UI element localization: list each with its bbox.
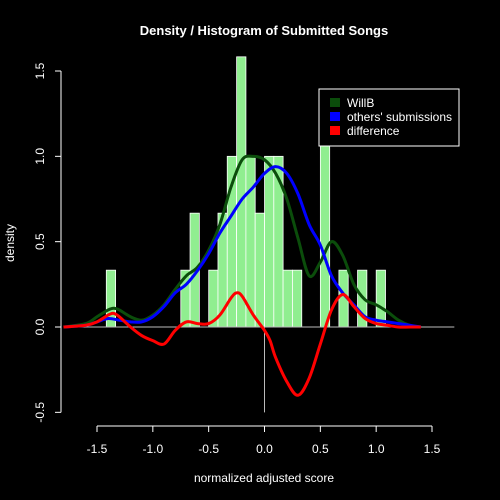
chart-title: Density / Histogram of Submitted Songs (140, 23, 388, 38)
histogram-bar-13 (319, 141, 331, 328)
x-axis: -1.5 -1.0 -0.5 0.0 0.5 1.0 1.5 (87, 425, 441, 456)
legend-swatch-1 (330, 112, 340, 121)
legend-box (318, 88, 460, 147)
histogram-bar-12 (292, 269, 303, 328)
legend-label-0: WillB (347, 96, 374, 110)
y-tick-label-4: 1.5 (33, 62, 47, 79)
histogram-bar-7 (245, 155, 256, 328)
difference-density-line (63, 291, 421, 397)
density-series (63, 154, 422, 397)
x-tick-label-6: 1.5 (424, 442, 441, 456)
willb-density-line (63, 154, 422, 329)
legend-label-2: difference (347, 124, 400, 138)
x-axis-label: normalized adjusted score (194, 471, 334, 485)
legend-item-others: others' submissions (330, 110, 452, 124)
y-axis-label: density (3, 224, 17, 262)
x-tick-label-1: -1.0 (142, 442, 163, 456)
legend-swatch-2 (330, 126, 340, 135)
x-tick-label-3: 0.0 (256, 442, 273, 456)
y-axis: -0.5 0.0 0.5 1.0 1.5 (33, 62, 62, 423)
y-tick-label-3: 1.0 (33, 148, 47, 165)
legend-item-willb: WillB (330, 96, 374, 110)
zero-lines (63, 326, 455, 413)
x-tick-label-5: 1.0 (368, 442, 385, 456)
legend-item-difference: difference (330, 124, 400, 138)
histogram-bar-8 (254, 212, 265, 328)
histogram-bar-16 (375, 269, 386, 328)
y-tick-label-0: -0.5 (33, 402, 47, 423)
x-tick-label-2: -0.5 (198, 442, 219, 456)
y-tick-label-1: 0.0 (33, 318, 47, 335)
histogram-bar-6 (236, 56, 247, 328)
legend-swatch-0 (330, 98, 340, 107)
x-tick-label-4: 0.5 (312, 442, 329, 456)
y-tick-label-2: 0.5 (33, 233, 47, 250)
histogram-bar-9 (264, 155, 275, 328)
x-tick-label-0: -1.5 (87, 442, 108, 456)
histogram-bar-11 (282, 269, 293, 328)
legend-label-1: others' submissions (347, 110, 452, 124)
